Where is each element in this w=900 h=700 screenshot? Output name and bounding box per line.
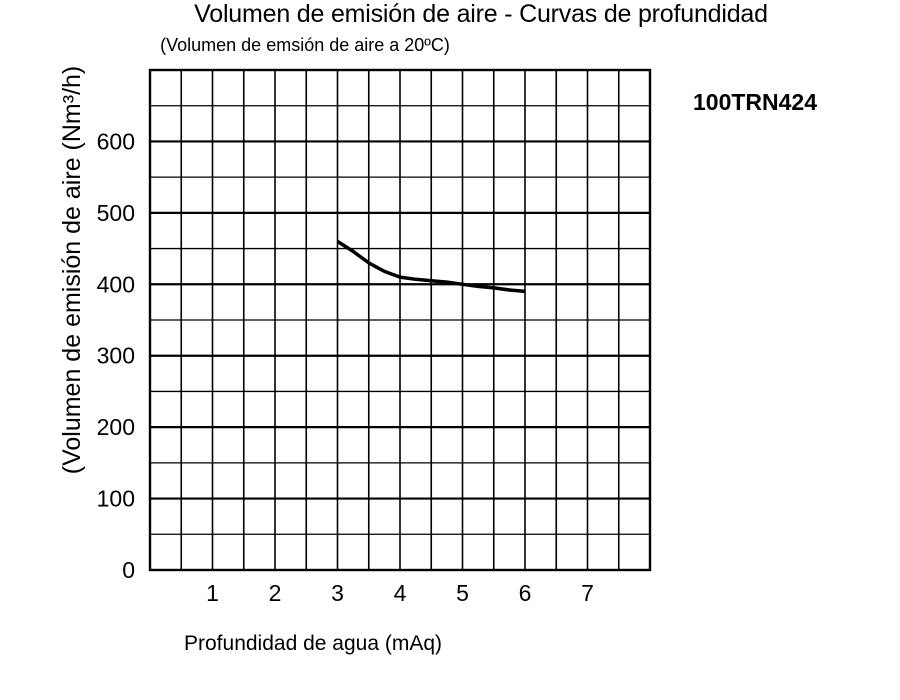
y-tick-label: 400 [97,271,135,297]
y-tick-label: 200 [97,414,135,440]
y-tick-labels: 0 100 200 300 400 500 600 [97,128,135,583]
x-axis-label: Profundidad de agua (mAq) [184,632,442,655]
x-tick-label: 7 [581,580,594,606]
chart-title: Volumen de emisión de aire - Curvas de p… [194,0,768,28]
y-tick-label: 600 [97,128,135,154]
y-tick-label: 500 [97,200,135,226]
chart-subtitle: (Volumen de emsión de aire a 20ºC) [160,35,450,55]
y-axis-label: (Volumen de emisión de aire (Nm³/h) [58,66,86,475]
x-tick-label: 2 [269,580,282,606]
grid [150,70,650,570]
series-group [336,239,526,294]
series-line [336,239,526,294]
x-tick-label: 6 [519,580,532,606]
x-tick-label: 5 [456,580,469,606]
model-label: 100TRN424 [693,89,817,115]
x-tick-label: 3 [331,580,344,606]
x-tick-labels: 1 2 3 4 5 6 7 [206,580,594,606]
y-tick-label: 0 [122,557,135,583]
x-tick-label: 4 [394,580,407,606]
x-tick-label: 1 [206,580,219,606]
y-tick-label: 300 [97,343,135,369]
y-tick-label: 100 [97,486,135,512]
plot-frame [148,68,652,572]
plot-border [148,68,652,572]
